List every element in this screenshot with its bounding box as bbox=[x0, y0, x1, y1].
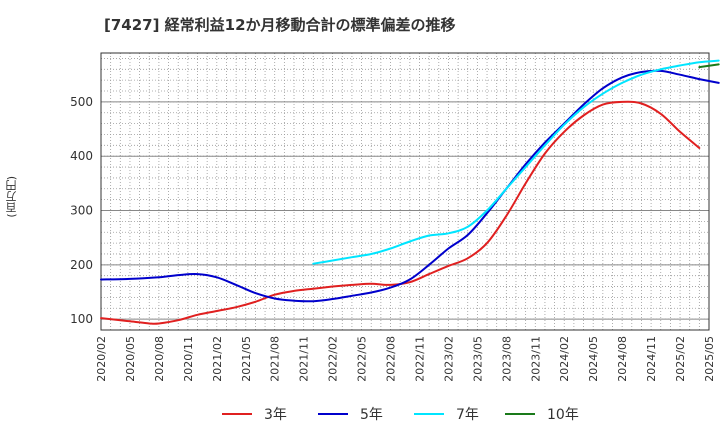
x-tick-label: 2024/11 bbox=[645, 336, 658, 382]
x-tick-label: 2024/02 bbox=[558, 336, 571, 382]
x-tick-label: 2023/02 bbox=[442, 336, 455, 382]
legend-swatch bbox=[505, 413, 535, 415]
x-tick-label: 2022/05 bbox=[356, 336, 369, 382]
x-tick-label: 2023/05 bbox=[471, 336, 484, 382]
y-tick-label: 200 bbox=[70, 258, 93, 272]
legend-label: 10年 bbox=[547, 407, 579, 423]
series-line-2 bbox=[312, 59, 720, 265]
legend-label: 7年 bbox=[456, 407, 479, 423]
x-tick-label: 2020/02 bbox=[95, 336, 108, 382]
x-tick-label: 2020/08 bbox=[153, 336, 166, 382]
x-tick-label: 2022/02 bbox=[327, 336, 340, 382]
x-tick-label: 2021/02 bbox=[211, 336, 224, 382]
x-tick-label: 2020/11 bbox=[182, 336, 195, 382]
x-tick-label: 2021/08 bbox=[269, 336, 282, 382]
x-tick-label: 2025/02 bbox=[674, 336, 687, 382]
series-line-3 bbox=[698, 63, 720, 69]
y-tick-label: 300 bbox=[70, 204, 93, 218]
x-tick-label: 2024/08 bbox=[616, 336, 629, 382]
legend-swatch bbox=[318, 413, 348, 415]
series-line-1 bbox=[100, 69, 720, 303]
y-tick-label: 500 bbox=[70, 95, 93, 109]
y-tick-label: 400 bbox=[70, 149, 93, 163]
x-tick-label: 2022/08 bbox=[385, 336, 398, 382]
x-tick-label: 2023/11 bbox=[529, 336, 542, 382]
legend-swatch bbox=[414, 413, 444, 415]
plot-area bbox=[101, 53, 709, 330]
x-tick-label: 2024/05 bbox=[587, 336, 600, 382]
x-tick-label: 2020/05 bbox=[124, 336, 137, 382]
legend-label: 5年 bbox=[360, 407, 383, 423]
legend-swatch bbox=[222, 413, 252, 415]
chart-legend: 3年 5年 7年 10年 bbox=[0, 402, 720, 426]
x-tick-label: 2021/05 bbox=[240, 336, 253, 382]
y-tick-label: 100 bbox=[70, 312, 93, 326]
x-tick-label: 2023/08 bbox=[500, 336, 513, 382]
plot-frame bbox=[100, 52, 710, 331]
chart-title: [7427] 経常利益12か月移動合計の標準偏差の推移 bbox=[104, 16, 456, 34]
x-tick-label: 2021/11 bbox=[298, 336, 311, 382]
x-tick-label: 2022/11 bbox=[413, 336, 426, 382]
legend-label: 3年 bbox=[264, 407, 287, 423]
x-tick-label: 2025/05 bbox=[703, 336, 716, 382]
